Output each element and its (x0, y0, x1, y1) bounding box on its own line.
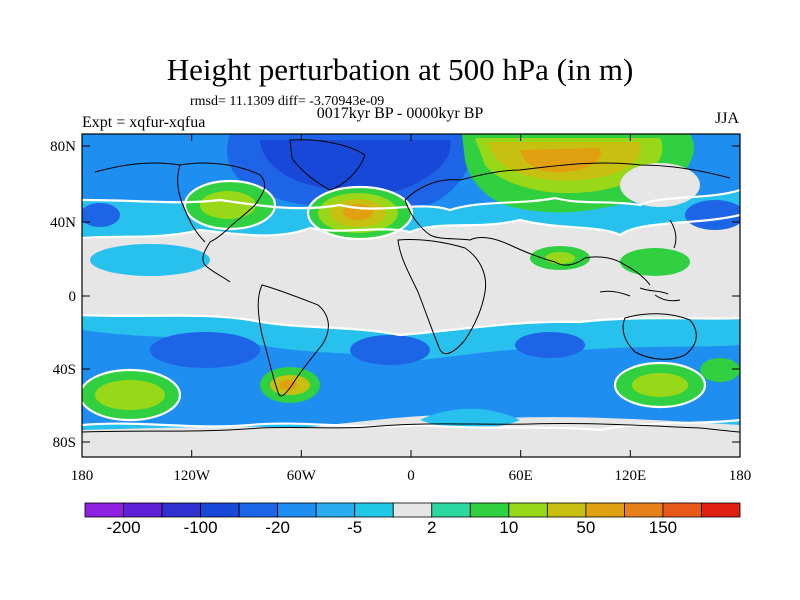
subtropic-cyan (90, 244, 210, 276)
colorbar-label: 10 (499, 518, 518, 537)
colorbar-swatch (546, 502, 587, 518)
lon-label-180-west: 180 (71, 468, 94, 484)
colorbar-swatch (624, 502, 664, 518)
lon-label-120E: 120E (614, 468, 646, 484)
colorbar-label: -200 (107, 518, 141, 537)
colorbar-label: -100 (184, 518, 218, 537)
colorbar (84, 502, 741, 518)
colorbar-swatch (161, 502, 201, 518)
lat-labels: 80N 40N 0 40S 80S (50, 139, 76, 451)
npacific-neutral (620, 163, 700, 207)
lon-label-0: 0 (407, 468, 415, 484)
siberia-ridge-core (520, 148, 601, 173)
colorbar-swatch (84, 502, 124, 518)
contour-field (82, 134, 740, 457)
colorbar-swatch (315, 502, 356, 518)
colorbar-label: 150 (649, 518, 677, 537)
colorbar-swatch (392, 502, 433, 518)
colorbar-swatch (701, 502, 741, 518)
colorbar-label: -5 (347, 518, 362, 537)
lon-labels: 180 120W 60W 0 60E 120E 180 (71, 468, 752, 484)
colorbar-swatch (662, 502, 702, 518)
coastlines (82, 139, 740, 433)
colorbar-swatch (354, 502, 394, 518)
colorbar-swatch (238, 502, 279, 518)
lat-label-40S: 40S (53, 362, 76, 378)
lat-label-40N: 40N (50, 215, 76, 231)
south-pacific-low (150, 332, 260, 368)
lat-label-80S: 80S (53, 435, 76, 451)
west-pacific-patch (620, 248, 690, 276)
colorbar-swatch (200, 502, 240, 518)
rmsd-stats: rmsd= 11.1309 diff= -3.70943e-09 (190, 94, 385, 109)
colorbar-swatch (431, 502, 471, 518)
lon-label-120W: 120W (173, 468, 211, 484)
period-subtitle: 0017kyr BP - 0000kyr BP (316, 105, 484, 122)
indian-ocean-low (515, 332, 585, 358)
south-atlantic-low (350, 335, 430, 365)
colorbar-label: 50 (576, 518, 595, 537)
lat-label-80N: 80N (50, 139, 76, 155)
lon-label-60E: 60E (509, 468, 533, 484)
colorbar-label: 2 (427, 518, 436, 537)
colorbar-swatch (123, 502, 163, 518)
lon-label-180-east: 180 (729, 468, 752, 484)
colorbar-swatch (585, 502, 625, 518)
chart-title: Height perturbation at 500 hPa (in m) (166, 52, 634, 87)
lat-label-0: 0 (69, 289, 77, 305)
greenland-low-core (260, 140, 451, 193)
colorbar-labels: -200 -100 -20 -5 2 10 50 150 (107, 518, 678, 537)
experiment-label: Expt = xqfur-xqfua (82, 114, 206, 131)
lon-label-60W: 60W (287, 468, 317, 484)
colorbar-swatch (508, 502, 548, 518)
colorbar-label: -20 (265, 518, 290, 537)
colorbar-swatch (469, 502, 510, 518)
npacific-low (685, 200, 740, 230)
colorbar-swatch (277, 502, 317, 518)
antarctica-neutral (82, 415, 740, 457)
tick-marks (81, 134, 741, 457)
season-label: JJA (715, 110, 740, 127)
contour-lines (82, 179, 740, 432)
